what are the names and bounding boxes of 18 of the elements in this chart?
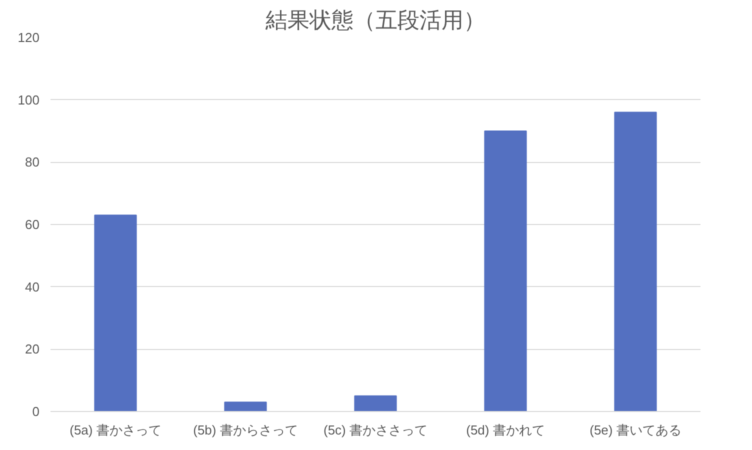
bar bbox=[224, 402, 267, 412]
bar bbox=[484, 130, 527, 412]
y-tick-label: 60 bbox=[25, 217, 40, 232]
x-tick-label: (5d) 書かれて bbox=[466, 422, 545, 438]
y-tick-label: 0 bbox=[32, 404, 40, 419]
y-tick-label: 40 bbox=[25, 279, 40, 294]
x-tick-label: (5a) 書かさって bbox=[70, 422, 162, 438]
x-tick-label: (5b) 書からさって bbox=[193, 422, 298, 438]
y-tick-label: 100 bbox=[18, 92, 40, 108]
x-tick-label: (5e) 書いてある bbox=[590, 422, 682, 438]
bar bbox=[614, 112, 657, 412]
y-tick-label: 20 bbox=[25, 342, 40, 357]
chart-title: 結果状態（五段活用） bbox=[264, 8, 486, 32]
y-tick-label: 80 bbox=[25, 154, 40, 170]
y-tick-label: 120 bbox=[18, 30, 40, 45]
bar bbox=[354, 395, 397, 412]
bar bbox=[94, 214, 137, 412]
x-tick-label: (5c) 書かささって bbox=[324, 422, 428, 438]
